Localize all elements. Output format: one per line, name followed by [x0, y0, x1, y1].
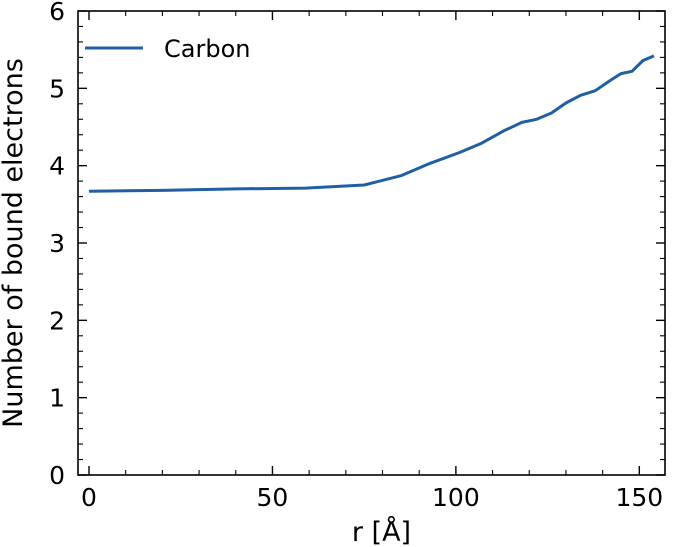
plot-frame: [77, 10, 666, 476]
y-axis-label: Number of bound electrons: [0, 58, 29, 428]
series-layer: [88, 54, 655, 193]
x-tick-label: 0: [81, 483, 97, 512]
legend-label-carbon: Carbon: [164, 35, 250, 63]
y-tick-label: 0: [49, 461, 65, 490]
x-axis-label: r [Å]: [352, 516, 411, 547]
y-tick-label: 5: [49, 74, 65, 103]
legend: Carbon: [85, 35, 250, 63]
y-tick-label: 2: [49, 306, 65, 335]
series-line-carbon: [88, 54, 655, 193]
y-tick-label: 3: [49, 229, 65, 258]
x-tick-label: 50: [257, 483, 289, 512]
x-tick-label: 150: [615, 483, 663, 512]
y-tick-label: 1: [49, 384, 65, 413]
x-tick-label: 100: [432, 483, 480, 512]
ticks-layer: 0 50 100 150 0 1 2 3 4 5 6: [49, 0, 665, 512]
y-tick-label: 6: [49, 0, 65, 26]
y-tick-label: 4: [49, 152, 65, 181]
